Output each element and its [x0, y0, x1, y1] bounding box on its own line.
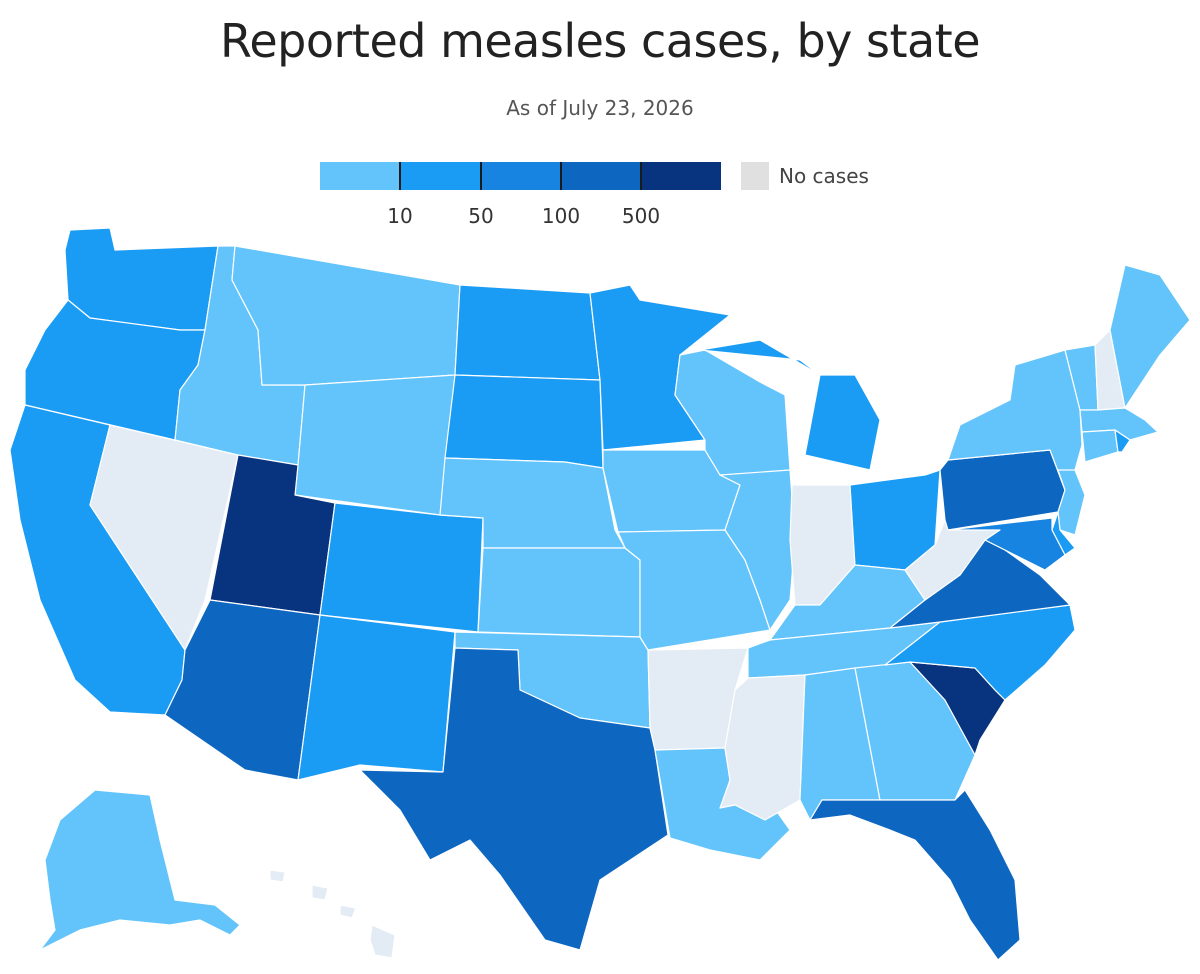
- legend-tick-mark: [560, 162, 562, 190]
- legend-tick-mark: [640, 162, 642, 190]
- legend-no-cases-label: No cases: [779, 164, 869, 188]
- state-nj: [1057, 469, 1086, 536]
- state-mt: [231, 245, 461, 386]
- legend-no-cases-swatch: [741, 162, 769, 190]
- chart-subtitle: As of July 23, 2026: [506, 96, 694, 120]
- state-pa: [939, 449, 1066, 531]
- color-legend: 10 50 100 500 No cases: [320, 162, 920, 232]
- state-nm: [297, 614, 456, 781]
- legend-swatch-bin-1: [400, 162, 481, 190]
- state-wy: [294, 374, 456, 516]
- state-md: [947, 517, 1066, 571]
- chart-title: Reported measles cases, by state: [219, 14, 981, 68]
- legend-tick-label: 50: [468, 204, 494, 228]
- legend-swatch-bin-3: [561, 162, 641, 190]
- legend-tick-label: 10: [387, 204, 413, 228]
- state-ks: [477, 547, 641, 638]
- state-tx: [359, 647, 669, 951]
- state-nd: [454, 284, 601, 381]
- legend-tick-mark: [399, 162, 401, 190]
- legend-swatch-bin-4: [641, 162, 721, 190]
- state-me: [1109, 264, 1191, 409]
- us-state-map: [9, 227, 1191, 961]
- legend-tick-label: 100: [541, 204, 581, 228]
- state-ct: [1081, 429, 1119, 463]
- legend-swatch-bin-2: [481, 162, 561, 190]
- state-fl: [809, 789, 1021, 961]
- state-wa: [64, 227, 219, 331]
- state-co: [319, 502, 484, 633]
- state-hi: [269, 869, 396, 959]
- state-ri: [1114, 429, 1131, 453]
- state-de: [1051, 511, 1076, 556]
- state-mi: [699, 339, 881, 471]
- legend-swatch-bin-0: [320, 162, 400, 190]
- state-ak: [39, 789, 241, 951]
- legend-tick-label: 500: [621, 204, 661, 228]
- state-sd: [444, 374, 604, 469]
- legend-tick-mark: [480, 162, 482, 190]
